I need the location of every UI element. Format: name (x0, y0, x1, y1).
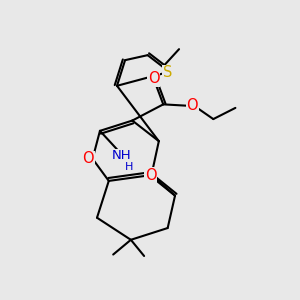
Text: O: O (145, 168, 157, 183)
Text: H: H (124, 162, 133, 172)
Text: O: O (82, 151, 94, 166)
Text: NH: NH (111, 149, 131, 162)
Text: O: O (186, 98, 198, 113)
Text: S: S (163, 65, 172, 80)
Text: O: O (148, 71, 159, 86)
